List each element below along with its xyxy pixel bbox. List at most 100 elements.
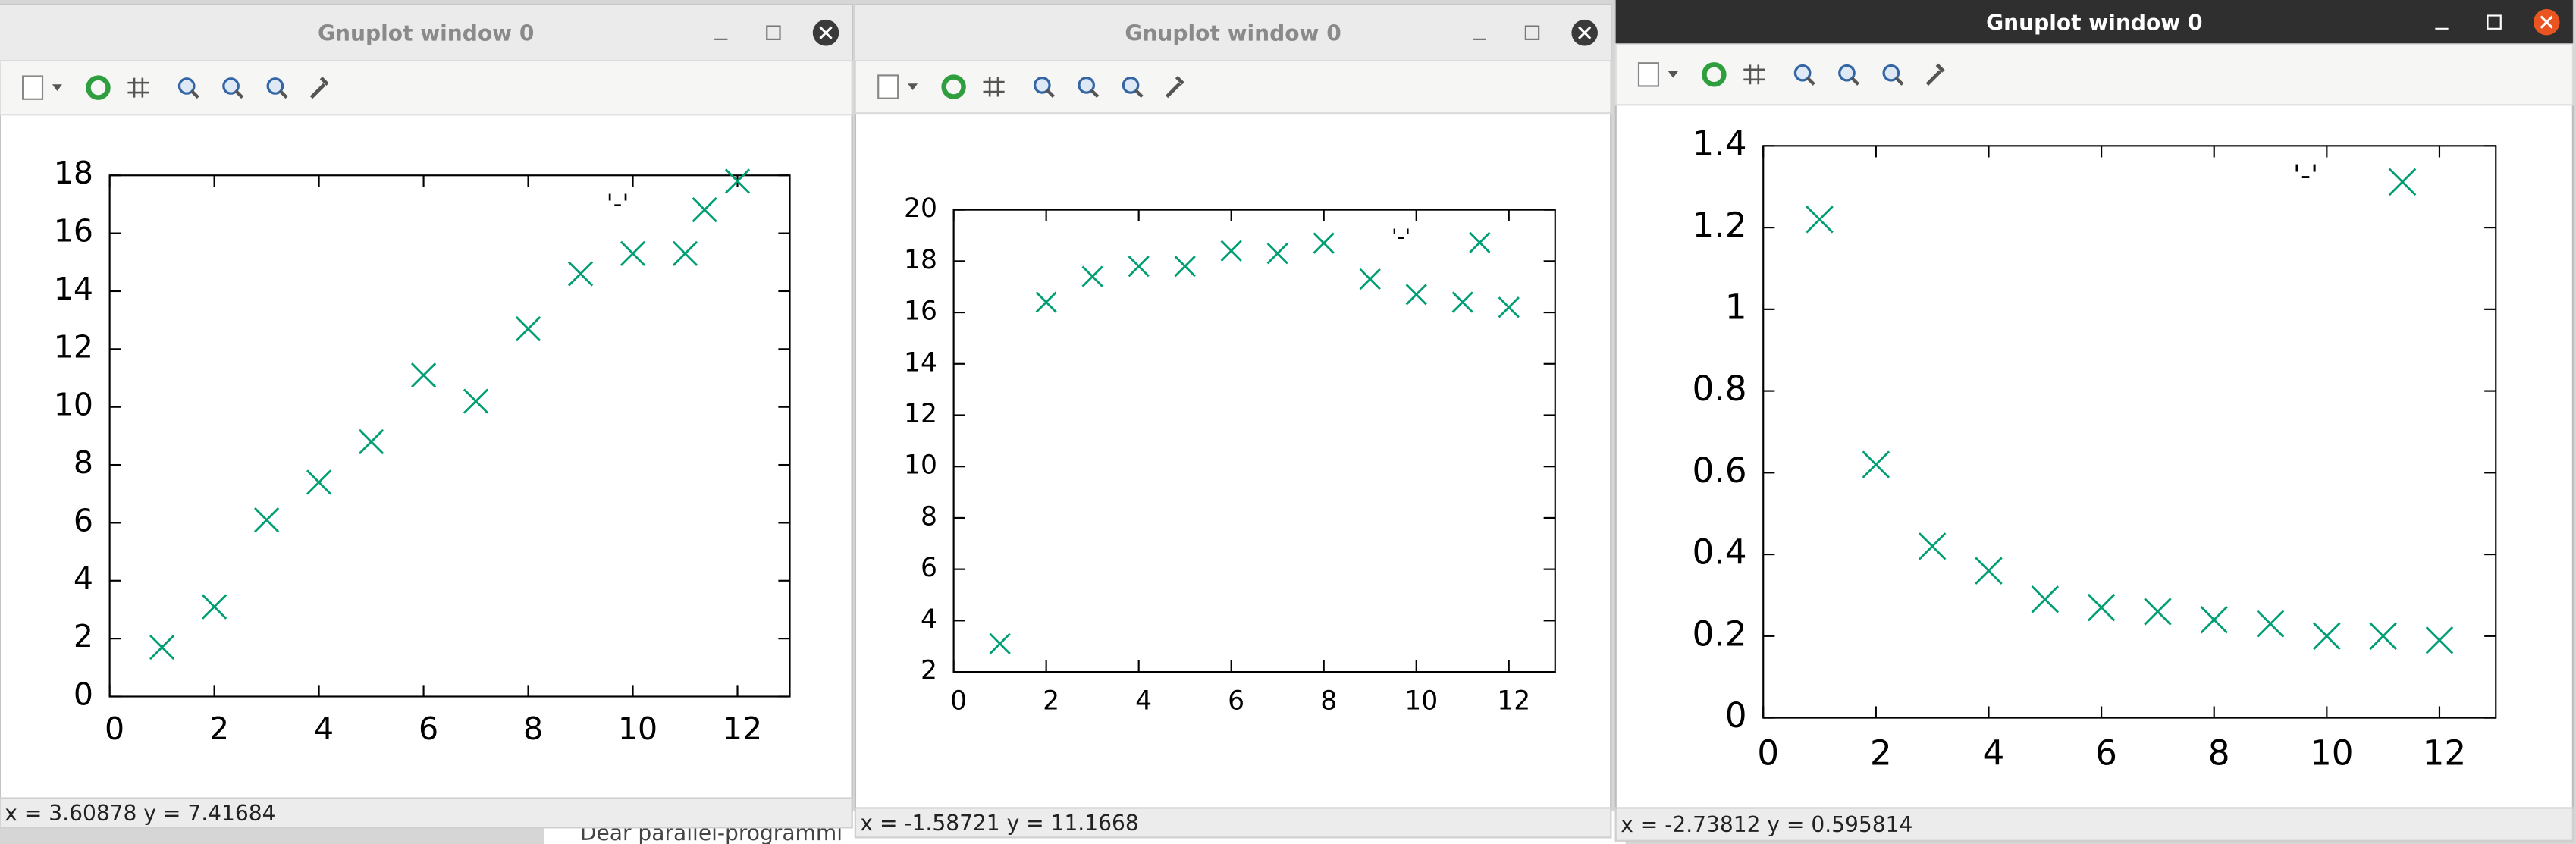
data-point (410, 362, 437, 388)
x-tick-label: 12 (2423, 733, 2467, 773)
y-tick-label: 4 (921, 604, 937, 635)
settings-button[interactable] (1165, 75, 1184, 99)
x-tick-label: 10 (1404, 686, 1438, 716)
plot-border (952, 209, 1556, 673)
maximize-button[interactable] (2487, 14, 2502, 30)
legend-marker (692, 197, 717, 223)
data-point (1975, 557, 2003, 585)
y-tick-label: 14 (904, 347, 937, 378)
data-point (149, 634, 175, 660)
status-bar (1614, 807, 2574, 842)
maximize-button[interactable] (766, 25, 781, 40)
y-tick-label: 14 (54, 271, 93, 307)
settings-button[interactable] (1925, 63, 1945, 86)
y-tick-label: 0 (74, 676, 93, 712)
zoom-handle (1806, 77, 1815, 86)
zoom-button[interactable] (177, 77, 196, 95)
y-tick-label: 0 (1725, 695, 1747, 736)
data-point (1405, 284, 1427, 306)
data-point (2313, 622, 2341, 651)
grid-button[interactable] (127, 77, 149, 98)
plot-border (108, 174, 791, 698)
zoom-button[interactable] (1033, 77, 1051, 94)
y-tick-label: 12 (904, 399, 937, 429)
copy-button[interactable] (22, 75, 44, 100)
zoom-handle (1090, 89, 1100, 99)
y-tick-label: 6 (74, 502, 93, 538)
data-point (1918, 532, 1947, 560)
data-point (1174, 255, 1196, 278)
window-title: Gnuplot window 0 (1986, 10, 2202, 35)
plot-border (1762, 145, 2497, 719)
status-bar (0, 797, 853, 829)
x-tick-label: 0 (1757, 733, 1779, 773)
status-text: x = 3.60878 y = 7.41684 (5, 801, 275, 826)
zoom-button[interactable] (266, 77, 284, 95)
dropdown-button[interactable] (52, 84, 62, 91)
dropdown-button[interactable] (908, 83, 918, 90)
data-point (1128, 255, 1150, 278)
data-point (1359, 268, 1381, 290)
replot-button[interactable] (1702, 62, 1727, 87)
data-point (2425, 626, 2454, 654)
window-title: Gnuplot window 0 (318, 20, 534, 45)
zoom-button[interactable] (1793, 64, 1812, 82)
y-tick-label: 0.4 (1692, 532, 1746, 573)
zoom-handle (1894, 77, 1904, 86)
data-point (724, 168, 751, 194)
zoom-button[interactable] (222, 77, 240, 95)
zoom-button[interactable] (1838, 64, 1856, 82)
y-tick-label: 18 (54, 155, 93, 191)
maximize-button[interactable] (1524, 25, 1540, 40)
legend-label: '-' (2293, 158, 2318, 191)
data-point (253, 507, 280, 533)
zoom-button[interactable] (1122, 77, 1140, 94)
replot-button[interactable] (86, 75, 111, 100)
title-bar (1615, 0, 2573, 45)
data-point (2200, 606, 2228, 634)
grid-button[interactable] (1743, 64, 1765, 85)
x-tick-label: 8 (2208, 733, 2230, 773)
zoom-handle (234, 89, 244, 99)
data-point (2256, 610, 2285, 638)
data-point (1313, 232, 1335, 254)
data-point (2369, 622, 2397, 651)
x-tick-label: 6 (419, 711, 438, 747)
legend-marker (1469, 231, 1491, 253)
close-icon (2540, 15, 2553, 29)
zoom-button[interactable] (1882, 64, 1900, 82)
data-point (1220, 240, 1242, 262)
settings-button[interactable] (309, 76, 329, 99)
x-tick-label: 10 (618, 711, 657, 747)
data-point (567, 261, 594, 287)
x-tick-label: 8 (1320, 686, 1337, 716)
x-tick-label: 0 (105, 711, 124, 747)
zoom-handle (278, 89, 288, 99)
x-tick-label: 12 (723, 711, 762, 747)
data-point (989, 632, 1011, 654)
copy-button[interactable] (1637, 62, 1660, 87)
x-tick-label: 2 (1870, 733, 1892, 773)
y-tick-label: 8 (921, 501, 937, 532)
y-tick-label: 20 (904, 193, 937, 224)
y-tick-label: 18 (904, 245, 937, 275)
data-point (1035, 291, 1057, 313)
y-tick-label: 0.2 (1692, 613, 1746, 654)
zoom-button[interactable] (1078, 77, 1096, 94)
x-tick-label: 0 (950, 686, 967, 716)
window-title: Gnuplot window 0 (1125, 20, 1341, 45)
dropdown-button[interactable] (1668, 71, 1678, 78)
toolbar (1614, 43, 2574, 106)
status-text: x = -2.73812 y = 0.595814 (1621, 812, 1912, 837)
zoom-handle (190, 89, 199, 99)
y-tick-label: 0.6 (1692, 450, 1746, 491)
replot-button[interactable] (941, 74, 966, 99)
y-tick-label: 4 (74, 560, 93, 597)
status-bar (854, 807, 1612, 839)
data-point (1862, 450, 1890, 478)
copy-button[interactable] (877, 74, 899, 99)
y-tick-label: 0.8 (1692, 369, 1746, 409)
y-tick-label: 10 (904, 450, 937, 481)
grid-button[interactable] (983, 77, 1005, 97)
